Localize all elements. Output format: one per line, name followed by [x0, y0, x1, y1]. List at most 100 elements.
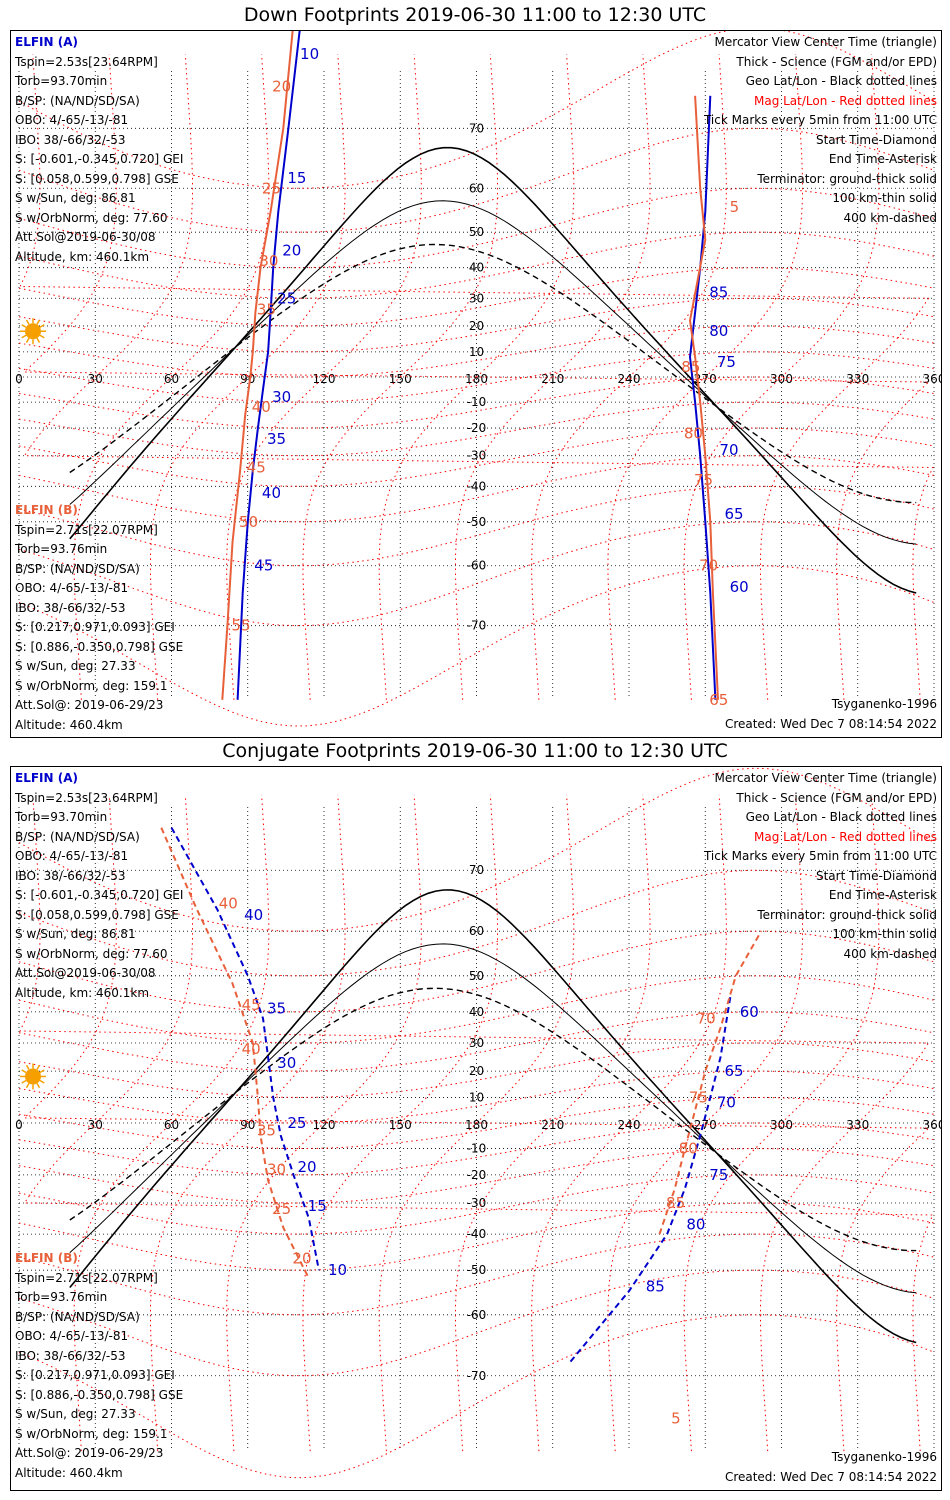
info-line: S w/Sun, deg: 86.81	[15, 191, 136, 205]
created-label: Created: Wed Dec 7 08:14:54 2022	[724, 717, 937, 731]
mag-meridian	[73, 54, 270, 700]
lon-tick-label: 60	[164, 372, 179, 386]
elfin-b-tick-label: 25	[272, 1200, 291, 1218]
sun-ray	[25, 1064, 30, 1070]
lon-tick-label: 270	[694, 1118, 717, 1132]
mag-parallel	[18, 1097, 935, 1149]
sun-icon	[20, 1063, 46, 1090]
sun-ray	[21, 334, 27, 339]
elfin-b-trace	[221, 31, 294, 700]
lon-tick-label: 30	[88, 372, 103, 386]
sun-ray	[36, 319, 41, 325]
lat-tick-label: -40	[467, 1227, 487, 1241]
elfin-b-tick-label: 55	[231, 617, 250, 635]
lon-tick-label: 240	[618, 372, 641, 386]
elfin-b-tick-label: 85	[681, 358, 700, 376]
lat-tick-label: -60	[467, 1308, 487, 1322]
mag-meridian	[683, 794, 880, 1452]
mag-meridian	[531, 54, 727, 700]
elfin-a-tick-label: 70	[717, 1094, 736, 1112]
lat-tick-label: 50	[469, 225, 484, 239]
mag-meridian	[531, 794, 727, 1452]
elfin-b-tick-label: 20	[272, 77, 291, 95]
elfin-b-tick-label: 75	[689, 1088, 708, 1106]
legend-line: End Time-Asterisk	[828, 888, 937, 902]
mag-parallel	[18, 1070, 935, 1124]
legend-line: 100 km-thin solid	[832, 191, 937, 205]
sun-ray	[25, 1083, 30, 1089]
elfin-b-tick-label: 35	[257, 1122, 276, 1140]
lon-tick-label: 270	[694, 372, 717, 386]
elfin-a-tick-label: 75	[709, 1166, 728, 1184]
mag-meridian	[150, 794, 346, 1452]
legend-line: 100 km-thin solid	[832, 927, 937, 941]
model-label: Tsyganenko-1996	[831, 1450, 937, 1464]
info-line: S: [0.886,-0.350,0.798] GSE	[15, 639, 184, 654]
legend-line: Geo Lat/Lon - Black dotted lines	[745, 74, 937, 88]
mag-parallel	[18, 1269, 935, 1377]
info-line: S w/Sun, deg: 86.81	[15, 927, 136, 941]
info-line: IBO: 38/-66/32/-53	[15, 868, 126, 883]
lat-tick-label: 50	[469, 969, 484, 983]
legend-conjugate: Mercator View Center Time (triangle) Thi…	[704, 769, 937, 964]
lon-tick-label: 150	[389, 372, 412, 386]
elfin-b-tick-label: 40	[242, 1040, 261, 1058]
elfin-a-trace	[688, 95, 717, 700]
terminator-ground	[69, 146, 917, 594]
model-label: Tsyganenko-1996	[831, 697, 937, 711]
mag-parallel	[18, 1042, 935, 1098]
elfin-b-tick-label: 80	[684, 424, 703, 442]
mag-meridian	[226, 794, 422, 1452]
elfin-a-name: ELFIN (A)	[15, 771, 78, 785]
info-line: B/SP: (NA/ND/SD/SA)	[15, 561, 140, 576]
mag-meridian	[378, 794, 575, 1452]
mag-meridian	[683, 54, 880, 700]
lat-tick-label: 10	[469, 345, 484, 359]
lon-tick-label: 330	[846, 1118, 869, 1132]
elfin-a-tick-label: 80	[686, 1215, 705, 1233]
mag-meridian	[302, 54, 498, 700]
elfin-a-tick-label: 40	[262, 484, 281, 502]
info-line: S: [0.058,0.599,0.798] GSE	[15, 171, 179, 186]
lon-tick-label: 300	[770, 372, 793, 386]
info-line: B/SP: (NA/ND/SD/SA)	[15, 1309, 140, 1324]
elfin-a-tick-label: 75	[717, 353, 736, 371]
info-line: Altitude, km: 460.1km	[15, 985, 150, 1000]
info-line: S: [0.217,0.971,0.093] GEI	[15, 1368, 175, 1382]
footprint-map-down: 0 30 60 90 120 150 180 210 240 270 300 330 360 70 60 50…	[15, 31, 941, 727]
mag-parallel	[18, 231, 935, 299]
info-line: OBO: 4/-65/-13/-81	[15, 581, 129, 595]
info-line: B/SP: (NA/ND/SD/SA)	[15, 93, 140, 108]
lon-tick-label: 210	[541, 1118, 564, 1132]
lat-tick-label: -40	[467, 479, 487, 493]
elfin-a-info-down: ELFIN (A) Tspin=2.53s[23.64RPM] Torb=93.…	[15, 33, 183, 267]
legend-line: Start Time-Diamond	[815, 132, 937, 147]
lon-tick-label: 120	[313, 372, 336, 386]
mag-parallel	[18, 376, 935, 429]
terminator-400km	[69, 243, 917, 504]
info-line: S: [-0.601,-0.345,0.720] GEI	[15, 152, 184, 166]
lon-tick-label: 240	[618, 1118, 641, 1132]
mag-parallel	[18, 869, 935, 977]
info-line: S w/Sun, deg: 27.33	[15, 659, 136, 673]
elfin-b-tick-label: 20	[292, 1250, 311, 1268]
info-line: Att.Sol@: 2019-06-29/23	[15, 698, 164, 712]
elfin-a-tick-label: 45	[254, 557, 273, 575]
legend-down: Mercator View Center Time (triangle) Thi…	[704, 33, 937, 228]
elfin-b-tick-label: 5	[730, 198, 740, 216]
lat-tick-label: -70	[467, 619, 487, 633]
elfin-a-tick-label: 15	[287, 169, 306, 187]
mag-parallel	[18, 127, 935, 233]
mag-parallel	[18, 401, 935, 457]
sun-ray	[21, 324, 27, 328]
elfin-b-tick-label: 5	[671, 1409, 681, 1427]
info-line: Torb=93.76min	[15, 1290, 108, 1304]
legend-line: End Time-Asterisk	[828, 152, 937, 166]
elfin-b-tick-label: 35	[257, 301, 276, 319]
terminator-ground	[69, 889, 917, 1344]
mag-parallel	[18, 351, 935, 403]
lat-tick-label: -70	[467, 1369, 487, 1383]
info-line: IBO: 38/-66/32/-53	[15, 600, 126, 615]
mag-parallel	[18, 267, 935, 327]
terminator-100km	[69, 943, 917, 1294]
